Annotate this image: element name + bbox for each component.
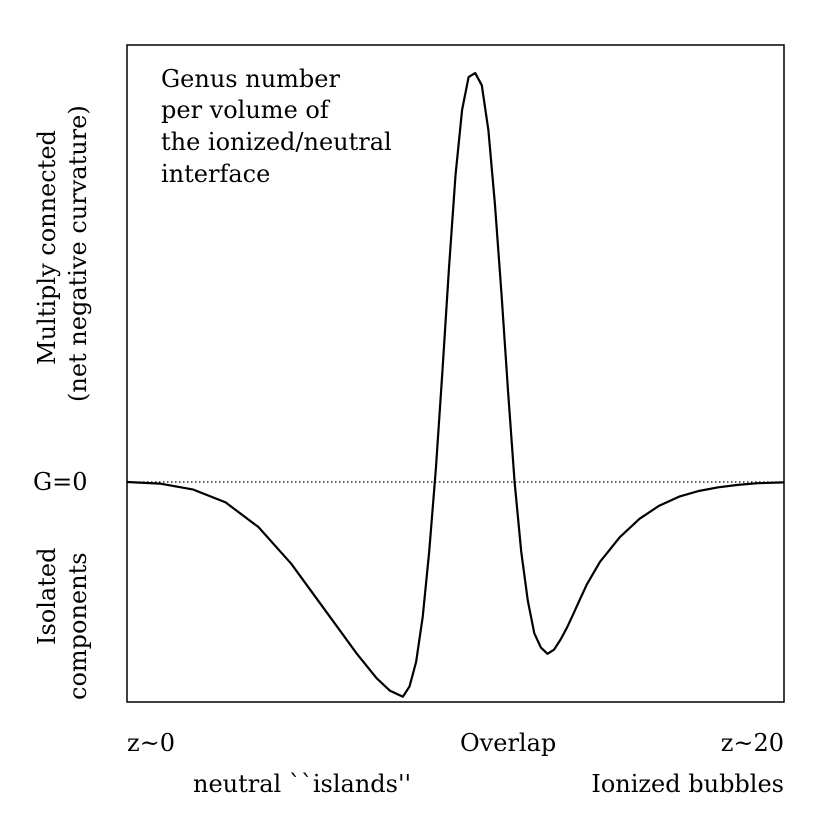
x-tick-label-left: z~0: [127, 729, 175, 757]
y-zero-label: G=0: [33, 468, 88, 496]
x-tick-label-right: z~20: [721, 729, 784, 757]
y-lower-label-line-1: Isolated: [33, 548, 61, 645]
x-region-label-left: neutral ``islands'': [193, 770, 411, 798]
genus-curve: [126, 71, 785, 698]
annotation-line: interface: [161, 160, 270, 188]
plot-frame: [126, 44, 785, 703]
y-upper-label-line-2: (net negative curvature): [64, 105, 92, 402]
annotation-line: per volume of: [161, 96, 331, 124]
y-lower-label-2: components: [64, 552, 92, 700]
y-upper-label-line-1: Multiply connected: [33, 130, 61, 365]
annotation-line: the ionized/neutral: [161, 128, 392, 156]
y-lower-label: Isolated: [33, 548, 61, 645]
y-upper-label-2: (net negative curvature): [64, 105, 92, 402]
x-region-label-right: Ionized bubbles: [591, 770, 784, 798]
annotation-line: Genus number: [161, 65, 340, 93]
annotation-genus-number: Genus number per volume of the ionized/n…: [161, 65, 399, 188]
x-tick-label-center: Overlap: [460, 729, 556, 757]
y-upper-label: Multiply connected: [33, 130, 61, 365]
y-lower-label-line-2: components: [64, 552, 92, 700]
